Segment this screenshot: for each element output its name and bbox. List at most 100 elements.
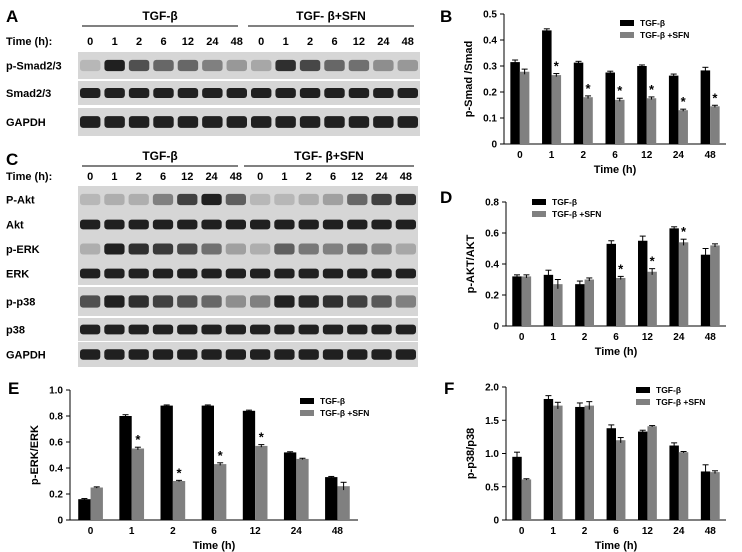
blot-band bbox=[371, 219, 392, 230]
bar-tgf bbox=[543, 398, 554, 520]
bar-tgf bbox=[201, 405, 214, 520]
blot-band bbox=[201, 193, 222, 206]
blot-band bbox=[177, 87, 199, 99]
bar-tgf bbox=[637, 66, 647, 144]
y-tick-label: 0.2 bbox=[485, 291, 499, 302]
x-tick-label: 24 bbox=[673, 150, 685, 161]
x-tick-label: 12 bbox=[642, 526, 654, 537]
blot-band bbox=[371, 324, 392, 335]
blot-band bbox=[395, 324, 416, 335]
x-axis-title: Time (h) bbox=[193, 540, 236, 552]
bar-tgf bbox=[700, 70, 711, 144]
blot-band bbox=[128, 219, 149, 230]
blot-row-label: p-ERK bbox=[6, 244, 40, 256]
timepoint-label: 2 bbox=[136, 36, 142, 48]
blot-row-label: p38 bbox=[6, 325, 25, 337]
y-tick-label: 0.4 bbox=[483, 36, 497, 47]
x-tick-label: 1 bbox=[129, 526, 135, 537]
blot-band bbox=[324, 87, 345, 99]
blot-row-label: p-Smad2/3 bbox=[6, 61, 62, 73]
y-tick-label: 0 bbox=[491, 140, 497, 151]
bar-tgf bbox=[510, 62, 520, 144]
panel-label: B bbox=[440, 7, 452, 26]
blot-band bbox=[299, 116, 321, 128]
bar-tgf-sfn bbox=[710, 245, 720, 326]
timepoint-label: 48 bbox=[400, 171, 412, 183]
blot-band bbox=[153, 116, 174, 128]
legend-label: TGF-β +SFN bbox=[656, 397, 705, 407]
treatment-group-label: TGF- β+SFN bbox=[294, 149, 364, 163]
blot-band bbox=[153, 87, 174, 99]
y-tick-label: 0.2 bbox=[49, 490, 63, 501]
timepoint-label: 6 bbox=[330, 171, 336, 183]
timepoint-label: 0 bbox=[258, 36, 264, 48]
bar-tgf bbox=[512, 276, 522, 326]
bar-tgf-sfn bbox=[584, 279, 594, 326]
blot-band bbox=[275, 87, 296, 99]
blot-band bbox=[274, 243, 295, 255]
y-axis-title: p-p38/p38 bbox=[465, 428, 477, 479]
blot-row-label: p-p38 bbox=[6, 297, 35, 309]
time-axis-label: Time (h): bbox=[6, 36, 52, 48]
timepoint-label: 24 bbox=[377, 36, 390, 48]
blot-row-label: Akt bbox=[6, 220, 24, 232]
legend-label: TGF-β +SFN bbox=[552, 209, 601, 219]
y-tick-label: 0.2 bbox=[483, 88, 497, 99]
blot-band bbox=[128, 349, 149, 360]
significance-star: * bbox=[218, 448, 224, 463]
blot-band bbox=[298, 243, 319, 255]
blot-band bbox=[177, 243, 198, 255]
bar-tgf bbox=[700, 471, 711, 520]
x-tick-label: 2 bbox=[170, 526, 176, 537]
x-tick-label: 2 bbox=[582, 332, 588, 343]
significance-star: * bbox=[554, 59, 560, 74]
significance-star: * bbox=[618, 261, 624, 276]
blot-band bbox=[80, 295, 101, 308]
blot-band bbox=[225, 268, 246, 279]
timepoint-label: 6 bbox=[160, 36, 166, 48]
blot-band bbox=[298, 268, 319, 279]
bar-tgf bbox=[669, 445, 679, 520]
y-tick-label: 0.8 bbox=[49, 412, 63, 423]
timepoint-label: 48 bbox=[230, 171, 242, 183]
bar-tgf-sfn bbox=[337, 486, 350, 520]
bar-tgf bbox=[668, 75, 679, 144]
legend-swatch-tgf-sfn bbox=[300, 410, 314, 416]
blot-band bbox=[80, 87, 101, 99]
x-tick-label: 24 bbox=[291, 526, 303, 537]
legend-label: TGF-β bbox=[552, 197, 577, 207]
y-tick-label: 1.0 bbox=[485, 449, 499, 460]
legend-swatch-tgf bbox=[620, 20, 634, 26]
blot-band bbox=[397, 87, 418, 99]
bar-tgf-sfn bbox=[616, 277, 626, 326]
bar-tgf bbox=[638, 240, 648, 326]
blot-band bbox=[251, 87, 272, 99]
blot-band bbox=[177, 59, 199, 72]
blot-band bbox=[347, 295, 368, 308]
blot-band bbox=[371, 193, 392, 206]
blot-row-label: P-Akt bbox=[6, 195, 35, 207]
y-tick-label: 0 bbox=[57, 516, 63, 527]
blot-band bbox=[395, 268, 416, 279]
x-tick-label: 48 bbox=[705, 150, 717, 161]
blot-band bbox=[225, 193, 246, 206]
bar-tgf-sfn bbox=[646, 98, 657, 144]
significance-star: * bbox=[586, 81, 592, 96]
y-tick-label: 0.1 bbox=[483, 114, 497, 125]
timepoint-label: 2 bbox=[306, 171, 312, 183]
timepoint-label: 0 bbox=[87, 171, 93, 183]
y-tick-label: 0.6 bbox=[485, 229, 499, 240]
blot-band bbox=[251, 116, 272, 128]
blot-band bbox=[322, 193, 344, 206]
y-tick-label: 0.8 bbox=[485, 198, 499, 209]
blot-band bbox=[250, 193, 271, 206]
blot-band bbox=[371, 268, 392, 279]
timepoint-label: 0 bbox=[87, 36, 93, 48]
blot-band bbox=[152, 219, 174, 230]
blot-band bbox=[104, 349, 125, 360]
blot-band bbox=[177, 324, 198, 335]
blot-band bbox=[152, 193, 174, 206]
blot-band bbox=[177, 193, 198, 206]
